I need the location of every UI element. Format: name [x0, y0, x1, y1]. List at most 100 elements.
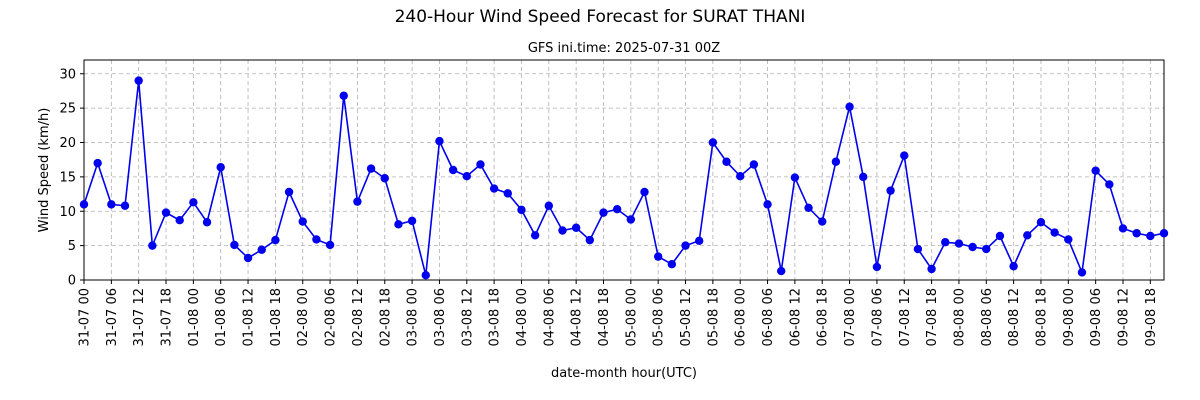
data-point	[1050, 228, 1059, 237]
data-point	[216, 163, 225, 172]
data-point	[476, 160, 485, 169]
y-tick-label: 5	[68, 239, 76, 254]
data-point	[736, 171, 745, 181]
data-point	[93, 158, 102, 168]
data-point	[448, 165, 458, 175]
y-axis: 0 5 10 15 20 25 30	[59, 67, 84, 289]
y-tick-label: 20	[59, 136, 76, 151]
x-tick-label: 02-08 00	[296, 288, 311, 346]
x-tick-label: 01-08 06	[214, 288, 229, 346]
x-tick-label: 09-08 06	[1089, 288, 1104, 346]
data-point	[271, 235, 280, 245]
x-tick-label: 04-08 12	[570, 288, 585, 346]
x-tick-label: 31-07 18	[160, 288, 175, 346]
x-tick-label: 03-08 18	[488, 288, 503, 346]
data-point	[982, 244, 991, 254]
x-tick-label: 07-08 06	[870, 288, 885, 346]
x-tick-label: 31-07 06	[105, 288, 120, 346]
data-point	[1036, 218, 1046, 227]
data-point	[175, 215, 184, 225]
x-tick-label: 06-08 06	[761, 288, 776, 346]
x-tick-label: 07-08 00	[843, 288, 858, 346]
data-point	[763, 200, 772, 209]
x-tick-label: 01-08 00	[187, 288, 202, 346]
x-tick-label: 04-08 06	[542, 288, 557, 346]
data-point	[1077, 268, 1087, 277]
data-point	[558, 226, 567, 235]
data-point	[626, 215, 636, 224]
data-point	[1064, 235, 1073, 244]
chart-subtitle: GFS ini.time: 2025-07-31 00Z	[528, 41, 720, 56]
data-point	[681, 241, 690, 250]
data-point	[1105, 180, 1114, 189]
data-point	[804, 203, 813, 213]
data-point	[312, 235, 321, 244]
x-tick-label: 02-08 06	[324, 288, 339, 346]
data-point	[941, 237, 950, 247]
x-tick-label: 04-08 00	[515, 288, 530, 346]
data-point	[421, 270, 430, 280]
data-point	[599, 208, 608, 217]
x-tick-label: 07-08 12	[898, 288, 913, 346]
data-point	[435, 136, 444, 146]
x-axis: 31-07 00 31-07 06 31-07 12 31-07 18 01-08 00…	[78, 280, 1159, 346]
data-point	[353, 197, 362, 206]
data-point	[243, 253, 253, 263]
data-point	[585, 235, 595, 245]
series	[79, 76, 1169, 280]
x-tick-label: 03-08 12	[460, 288, 475, 346]
data-point	[900, 151, 909, 160]
x-tick-label: 07-08 18	[925, 288, 940, 346]
data-point	[1009, 262, 1018, 271]
data-point	[653, 252, 663, 261]
x-tick-label: 09-08 18	[1144, 288, 1159, 346]
data-point	[845, 102, 854, 111]
data-point	[831, 157, 841, 166]
y-tick-label: 25	[59, 102, 76, 117]
y-tick-label: 0	[68, 274, 76, 289]
data-point	[968, 242, 977, 252]
data-point	[1132, 229, 1141, 238]
chart-title: 240-Hour Wind Speed Forecast for SURAT T…	[395, 7, 806, 27]
data-point	[134, 76, 143, 85]
x-tick-label: 06-08 18	[816, 288, 831, 346]
x-tick-label: 03-08 00	[406, 288, 421, 346]
x-tick-label: 05-08 12	[679, 288, 694, 346]
x-tick-label: 08-08 12	[1007, 288, 1022, 346]
data-point	[913, 244, 923, 254]
x-tick-label: 31-07 00	[78, 288, 93, 346]
x-tick-label: 05-08 18	[706, 288, 721, 346]
y-tick-label: 30	[59, 67, 76, 82]
data-point	[818, 217, 827, 226]
x-tick-label: 05-08 00	[624, 288, 639, 346]
data-point	[790, 173, 800, 182]
data-point	[667, 259, 677, 269]
x-tick-label: 31-07 12	[132, 288, 147, 346]
data-point	[544, 201, 554, 210]
data-point	[230, 240, 239, 250]
data-point	[298, 217, 307, 226]
data-point	[339, 91, 348, 100]
x-tick-label: 09-08 12	[1116, 288, 1131, 346]
data-point	[859, 172, 868, 182]
x-tick-label: 06-08 00	[734, 288, 749, 346]
data-point	[148, 241, 157, 250]
data-point	[722, 157, 731, 166]
data-point	[1118, 224, 1128, 233]
data-point	[708, 138, 718, 147]
data-point	[640, 187, 649, 197]
data-point	[325, 240, 335, 250]
x-tick-label: 03-08 06	[433, 288, 448, 346]
x-tick-label: 01-08 18	[269, 288, 284, 346]
x-tick-label: 08-08 18	[1034, 288, 1049, 346]
data-point	[489, 184, 499, 193]
x-tick-label: 02-08 12	[351, 288, 366, 346]
y-tick-label: 10	[59, 205, 76, 220]
data-point	[995, 231, 1005, 241]
data-point	[777, 266, 786, 276]
data-point	[571, 223, 581, 232]
data-point	[927, 264, 936, 274]
data-point	[1023, 231, 1032, 240]
